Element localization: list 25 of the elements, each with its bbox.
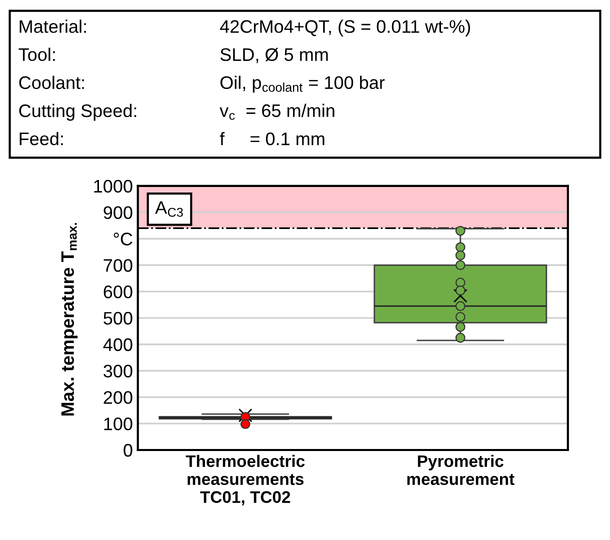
- x-tick-label: Thermoelectric measurements TC01, TC02: [186, 454, 305, 506]
- text: Tool:: [18, 48, 55, 62]
- text: SLD, Ø 5 mm: [220, 48, 328, 64]
- y-tick-label: 300: [104, 364, 132, 378]
- y-tick-label: 0: [124, 444, 132, 457]
- y-tick-label: 500: [104, 312, 132, 325]
- y-tick-label: 600: [104, 285, 132, 298]
- y-axis-title: Max. temperature T$_{max.}$: [61, 223, 78, 416]
- text: v$_{c}$ = 65 m/min: [220, 104, 334, 120]
- y-tick-label: 1000: [94, 180, 132, 193]
- y-tick-label: 100: [104, 418, 132, 430]
- text: f = 0.1 mm: [220, 132, 324, 146]
- text: Coolant:: [19, 76, 84, 90]
- text: Cutting Speed:: [19, 104, 136, 121]
- y-tick-label: 400: [103, 338, 132, 352]
- y-tick-label: °C: [114, 232, 132, 246]
- y-tick-label: 900: [104, 206, 132, 220]
- ref-line-label: A$_{C3}$: [155, 201, 183, 217]
- text: Oil, p$_{coolant}$ = 100 bar: [220, 76, 385, 93]
- y-tick-label: 200: [104, 391, 132, 404]
- y-tick-label: 700: [104, 259, 132, 272]
- text: Feed:: [20, 132, 63, 146]
- text: 42CrMo4+QT, (S = 0.011 wt-%): [220, 20, 470, 36]
- x-tick-label: Pyrometric measurement: [407, 454, 514, 486]
- text: Material:: [20, 20, 86, 33]
